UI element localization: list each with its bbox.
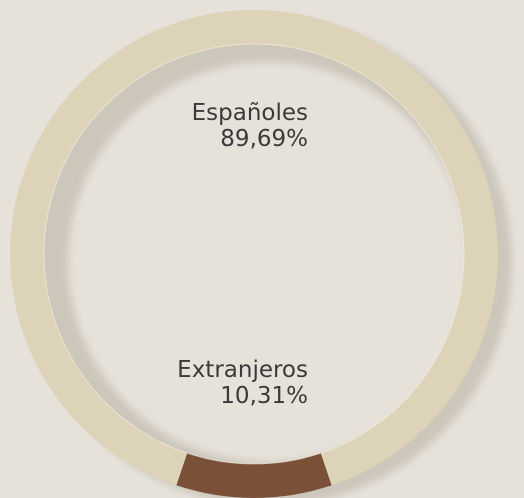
label-extranjeros: Extranjeros 10,31% — [177, 357, 308, 409]
donut-highlight — [10, 10, 498, 498]
label-espanoles: Españoles 89,69% — [192, 100, 308, 152]
slice-label-extranjeros: Extranjeros — [177, 357, 308, 383]
slice-value-extranjeros: 10,31% — [220, 383, 308, 409]
slice-label-espanoles: Españoles — [191, 100, 308, 126]
slice-value-espanoles: 89,69% — [220, 126, 308, 152]
slice-extranjeros — [176, 453, 332, 498]
donut-inner-edge — [43, 43, 465, 465]
